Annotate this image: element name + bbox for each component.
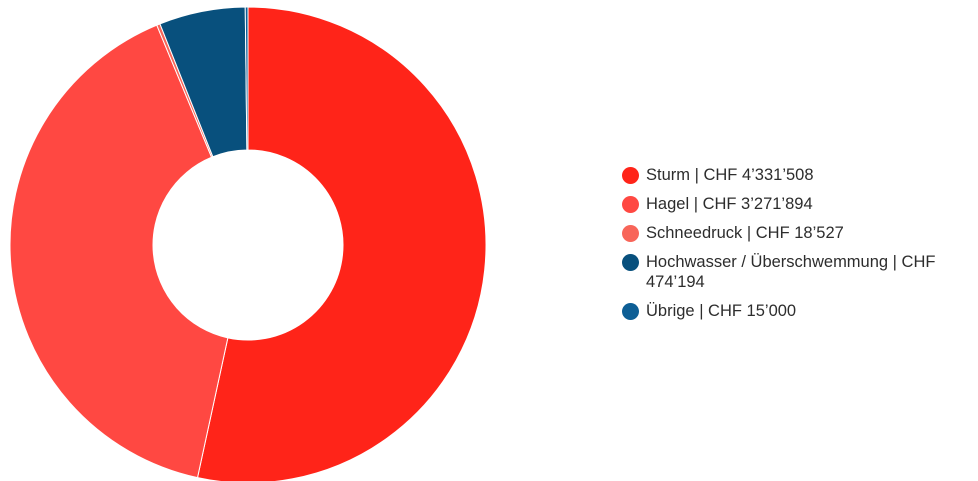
legend-label-hagel: Hagel | CHF 3’271’894 bbox=[646, 195, 813, 213]
legend-label-sturm: Sturm | CHF 4’331’508 bbox=[646, 166, 814, 184]
legend-marker-uebrige bbox=[622, 303, 639, 320]
legend-item-schneedruck[interactable]: Schneedruck | CHF 18’527 bbox=[622, 223, 974, 243]
legend-marker-hagel bbox=[622, 196, 639, 213]
legend-marker-hochwasser bbox=[622, 254, 639, 271]
chart-legend: Sturm | CHF 4’331’508 Hagel | CHF 3’271’… bbox=[622, 165, 974, 330]
legend-item-hagel[interactable]: Hagel | CHF 3’271’894 bbox=[622, 194, 974, 214]
slice-sturm[interactable] bbox=[196, 6, 487, 481]
legend-item-uebrige[interactable]: Übrige | CHF 15’000 bbox=[622, 301, 974, 321]
legend-marker-sturm bbox=[622, 167, 639, 184]
slice-hagel[interactable] bbox=[9, 24, 229, 479]
legend-label-hochwasser: Hochwasser / Überschwemmung | CHF 474’19… bbox=[646, 253, 936, 291]
legend-item-sturm[interactable]: Sturm | CHF 4’331’508 bbox=[622, 165, 974, 185]
legend-item-hochwasser[interactable]: Hochwasser / Überschwemmung | CHF 474’19… bbox=[622, 252, 974, 292]
slice-uebrige[interactable] bbox=[244, 6, 249, 151]
legend-label-schneedruck: Schneedruck | CHF 18’527 bbox=[646, 224, 844, 242]
legend-marker-schneedruck bbox=[622, 225, 639, 242]
legend-label-uebrige: Übrige | CHF 15’000 bbox=[646, 302, 797, 320]
donut-slices bbox=[9, 6, 487, 481]
